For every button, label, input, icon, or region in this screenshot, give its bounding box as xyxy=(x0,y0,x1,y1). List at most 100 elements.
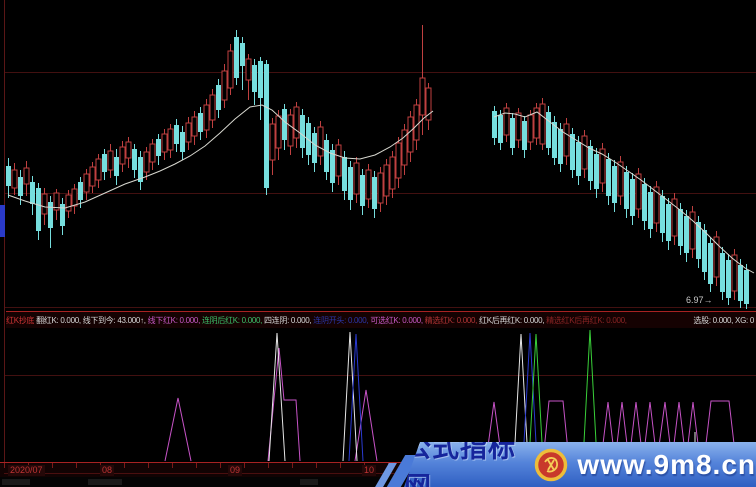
candle-body-down xyxy=(570,134,575,170)
candle-body-up xyxy=(53,192,60,211)
candle-body-up xyxy=(377,172,384,204)
candle-body-down xyxy=(60,204,65,226)
taskbar-fragment xyxy=(300,479,318,485)
candle-body-down xyxy=(138,157,143,182)
candle-body-down xyxy=(552,122,557,158)
candle-body-down xyxy=(726,260,731,298)
candle-body-up xyxy=(203,104,210,131)
candle-body-up xyxy=(89,166,96,187)
candle-body-up xyxy=(335,144,342,177)
candle-body-down xyxy=(132,149,137,170)
indicator-field: 精选红K后再红K: 0.000, xyxy=(546,315,627,325)
candle-body-up xyxy=(689,211,696,250)
candle-body-up xyxy=(191,116,198,137)
candle-body-down xyxy=(324,140,329,172)
candle-body-up xyxy=(287,114,294,147)
candle-body-down xyxy=(252,65,257,92)
candle-body-up xyxy=(395,142,402,179)
indicator-field: 翻红K: 0.000, 线下到今: 43.000↑, xyxy=(36,315,148,325)
indicator-field: 红K后再红K: 0.000, xyxy=(479,315,547,325)
indicator-values: 红K抄底 翻红K: 0.000, 线下到今: 43.000↑, 线下红K: 0.… xyxy=(6,315,693,326)
indicator-field: 可选红K: 0.000, xyxy=(370,315,425,325)
candle-body-up xyxy=(143,151,150,173)
candle-body-down xyxy=(708,243,713,284)
candle-body-down xyxy=(372,177,377,209)
candle-body-down xyxy=(606,159,611,196)
candle-body-up xyxy=(389,156,396,190)
candle-body-down xyxy=(348,167,353,200)
candle-body-up xyxy=(11,169,18,189)
watermark-banner: 公式指标网 www.9m8.cn xyxy=(404,442,756,487)
candle-body-down xyxy=(240,43,245,66)
candle-body-up xyxy=(83,173,90,193)
candle-body-up xyxy=(407,116,414,153)
ma-line xyxy=(493,111,755,274)
candle-body-down xyxy=(678,209,683,246)
candle-body-up xyxy=(107,150,114,171)
candle-body-down xyxy=(156,139,161,156)
candle-body-up xyxy=(617,161,624,197)
candle-body-up xyxy=(245,58,252,81)
candle-body-down xyxy=(594,154,599,189)
taskbar-fragment xyxy=(2,479,30,485)
watermark-url: www.9m8.cn xyxy=(577,448,756,480)
candle-body-down xyxy=(258,61,263,98)
candle-body-down xyxy=(342,157,347,191)
candle-body-down xyxy=(36,188,41,231)
candle-body-up xyxy=(119,146,126,165)
indicator-series-green-spikes xyxy=(528,329,598,462)
candle-body-up xyxy=(95,158,102,181)
candle-body-down xyxy=(702,230,707,272)
candle-body-up xyxy=(71,188,78,207)
indicator-header-bar[interactable]: 红K抄底 翻红K: 0.000, 线下到今: 43.000↑, 线下红K: 0.… xyxy=(6,311,756,328)
candle-body-down xyxy=(48,202,53,228)
indicator-field: 连阴开头: 0.000, xyxy=(313,315,371,325)
candle-body-up xyxy=(275,115,282,149)
candle-body-up xyxy=(65,194,72,212)
candle-body-down xyxy=(744,270,749,304)
candle-body-up xyxy=(221,70,228,101)
candle-body-down xyxy=(612,166,617,203)
candle-body-down xyxy=(312,133,317,163)
candle-body-down xyxy=(624,172,629,209)
candle-body-down xyxy=(234,37,239,78)
candle-body-up xyxy=(425,87,432,121)
candle-body-down xyxy=(264,64,269,188)
candle-body-down xyxy=(282,109,287,140)
indicator-series-blue-spikes xyxy=(348,332,538,462)
candle-body-up xyxy=(503,107,510,136)
candle-body-up xyxy=(227,50,234,89)
indicator-field: 红K抄底 xyxy=(6,315,37,325)
candle-body-up xyxy=(383,164,390,197)
candle-body-down xyxy=(180,132,185,152)
candle-body-down xyxy=(216,85,221,110)
candle-body-up xyxy=(317,126,324,157)
candle-body-up xyxy=(713,236,720,278)
date-label: 09 xyxy=(228,465,243,476)
candle-body-up xyxy=(671,198,678,237)
axis-ticks xyxy=(4,463,756,468)
candle-body-down xyxy=(696,222,701,259)
site-logo-icon xyxy=(535,448,568,481)
watermark-site-name: 公式指标网 xyxy=(404,432,516,487)
candle-body-down xyxy=(684,216,689,253)
left-edge-marker xyxy=(0,205,5,237)
candle-body-up xyxy=(653,186,660,224)
candle-body-down xyxy=(546,112,551,148)
candle-body-up xyxy=(527,114,534,143)
candle-body-down xyxy=(642,184,647,221)
candle-body-up xyxy=(635,173,642,210)
candle-body-down xyxy=(6,166,11,186)
candle-body-up xyxy=(365,169,372,200)
candle-body-down xyxy=(576,142,581,176)
candle-body-up xyxy=(563,123,570,157)
candle-body-down xyxy=(660,196,665,233)
candle-body-up xyxy=(413,104,420,141)
candle-body-down xyxy=(360,175,365,206)
candle-body-down xyxy=(102,154,107,172)
last-price-label: 6.97→ xyxy=(686,295,713,305)
axis-midline xyxy=(4,473,756,474)
date-label: 10 xyxy=(362,465,377,476)
